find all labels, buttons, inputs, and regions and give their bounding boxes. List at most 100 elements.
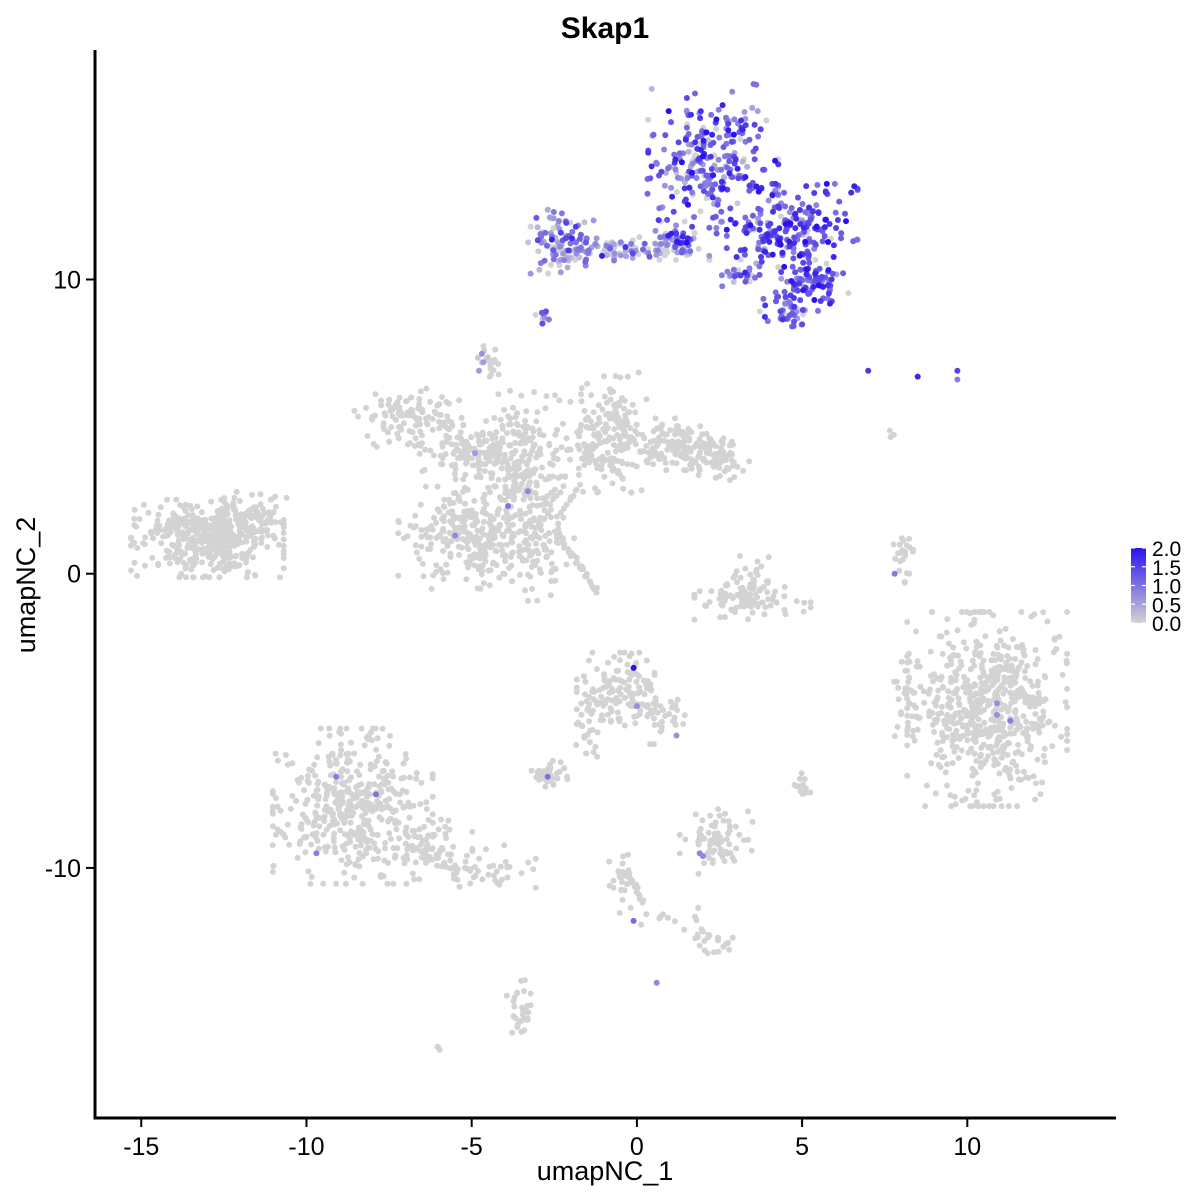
cell-point	[717, 850, 724, 857]
cell-point	[636, 649, 643, 656]
cell-point	[764, 231, 771, 238]
cell-point	[259, 519, 266, 526]
cell-point	[437, 566, 444, 573]
cell-point	[728, 457, 735, 464]
cell-point	[742, 278, 749, 285]
cell-point	[741, 251, 748, 258]
cell-point	[659, 430, 666, 437]
cell-point	[485, 871, 492, 878]
cell-point	[546, 538, 553, 545]
cell-point	[992, 657, 999, 664]
cell-point	[216, 574, 223, 581]
cell-point	[708, 166, 715, 172]
cell-point	[709, 131, 716, 138]
cell-point	[595, 432, 602, 439]
cell-point	[1005, 708, 1011, 715]
cell-point	[772, 588, 778, 595]
cell-point	[618, 886, 625, 893]
cell-point	[180, 560, 187, 566]
cell-point	[446, 496, 453, 503]
cell-point	[203, 538, 210, 545]
cell-point	[725, 939, 732, 946]
cell-point	[434, 483, 441, 490]
cell-point	[522, 587, 528, 594]
cell-point	[506, 565, 513, 571]
cell-point	[442, 451, 449, 457]
cell-point	[699, 167, 706, 174]
cell-point	[944, 782, 951, 789]
cell-point	[364, 433, 371, 440]
cell-point	[956, 702, 963, 708]
cell-point	[230, 534, 237, 541]
cell-point	[904, 712, 911, 719]
cell-point	[476, 367, 482, 374]
cell-point	[992, 757, 999, 764]
cell-point	[313, 850, 320, 857]
cell-point	[511, 1003, 518, 1010]
cell-point	[592, 743, 599, 750]
cell-point	[734, 579, 741, 586]
cell-point	[503, 541, 510, 548]
cell-point	[707, 153, 714, 160]
cell-point	[739, 158, 746, 165]
cell-point	[521, 451, 528, 458]
cell-point	[607, 717, 614, 724]
cell-point	[602, 429, 609, 436]
cell-point	[410, 524, 417, 531]
cell-point	[575, 471, 582, 478]
cell-point	[154, 530, 161, 536]
cell-point	[958, 715, 965, 722]
cell-point	[467, 880, 474, 887]
cell-point	[203, 549, 210, 556]
cell-point	[384, 880, 391, 887]
cell-point	[590, 686, 596, 693]
cell-point	[148, 530, 155, 537]
cell-point	[718, 272, 725, 279]
cell-point	[557, 759, 564, 766]
cell-point	[971, 609, 978, 615]
cell-point	[904, 742, 911, 749]
cell-point	[913, 713, 920, 720]
cell-point	[745, 602, 752, 609]
cell-point	[533, 533, 540, 540]
cell-point	[752, 591, 759, 598]
cell-point	[261, 527, 268, 534]
cell-point	[707, 812, 714, 819]
cell-point	[487, 470, 494, 476]
cell-point	[232, 507, 239, 514]
cell-point	[555, 218, 562, 224]
cell-point	[605, 437, 612, 444]
cell-point	[447, 851, 454, 858]
cell-point	[718, 208, 725, 215]
cell-point	[386, 816, 393, 823]
cell-point	[177, 502, 184, 509]
cell-point	[331, 791, 338, 797]
cell-point	[723, 464, 730, 471]
cell-point	[315, 740, 322, 747]
cell-point	[601, 373, 607, 380]
cell-point	[211, 546, 218, 553]
cell-point	[778, 213, 784, 220]
cell-point	[403, 755, 410, 762]
cell-point	[482, 437, 489, 444]
cell-point	[270, 532, 277, 539]
cell-point	[813, 223, 820, 230]
cell-point	[499, 552, 506, 559]
cell-point	[423, 799, 430, 806]
cell-point	[339, 793, 346, 800]
cell-point	[710, 139, 717, 146]
cell-point	[756, 308, 763, 315]
cell-point	[526, 479, 533, 486]
cell-point	[365, 817, 372, 824]
cell-point	[325, 753, 332, 760]
cell-point	[788, 278, 795, 284]
cell-point	[216, 537, 223, 544]
cell-point	[561, 257, 568, 264]
cell-point	[450, 499, 457, 506]
cell-point	[777, 241, 784, 248]
cell-point	[658, 168, 665, 175]
cell-point	[430, 572, 437, 579]
cell-point	[644, 190, 651, 197]
cell-point	[536, 266, 543, 273]
cell-point	[543, 308, 549, 315]
